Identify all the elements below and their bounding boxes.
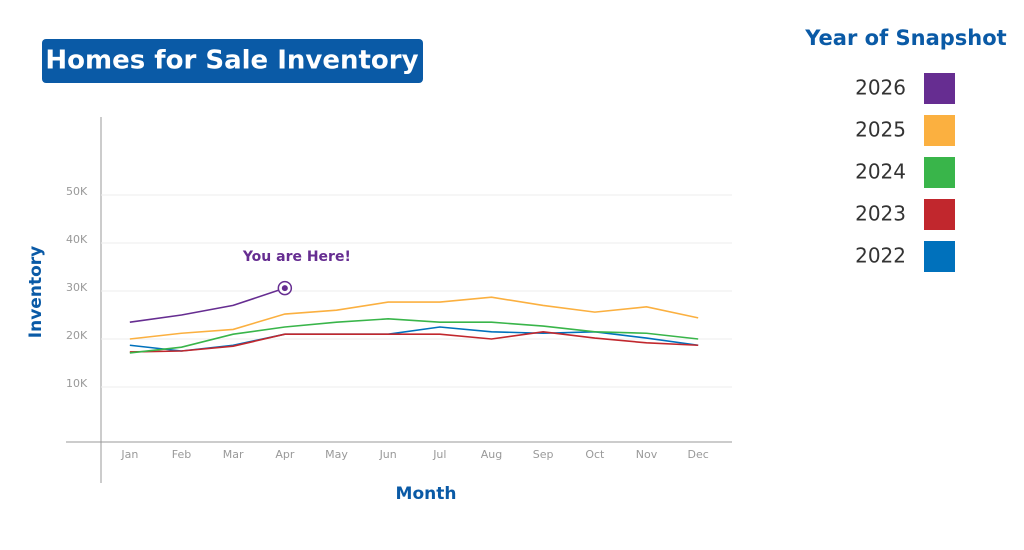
- x-tick-label: Sep: [533, 448, 554, 461]
- chart-title: Homes for Sale Inventory: [45, 46, 418, 76]
- y-tick-label: 30K: [66, 281, 88, 294]
- x-tick-label: Dec: [688, 448, 709, 461]
- title-box: [42, 39, 423, 83]
- legend-label: 2022: [855, 244, 906, 268]
- current-marker: [281, 285, 288, 292]
- y-tick-label: 50K: [66, 185, 88, 198]
- legend-label: 2023: [855, 202, 906, 226]
- legend-swatch: [924, 241, 955, 272]
- legend-label: 2026: [855, 76, 906, 100]
- x-tick-label: Apr: [275, 448, 295, 461]
- legend-swatch: [924, 199, 955, 230]
- y-tick-label: 10K: [66, 377, 88, 390]
- x-tick-label: Feb: [172, 448, 191, 461]
- legend-label: 2025: [855, 118, 906, 142]
- x-tick-label: Nov: [636, 448, 658, 461]
- series-line: [129, 296, 699, 340]
- legend-title: Year of Snapshot: [804, 26, 1006, 50]
- y-axis-label: Inventory: [26, 246, 46, 338]
- x-tick-label: Jan: [120, 448, 138, 461]
- x-axis-label: Month: [396, 484, 457, 504]
- series-line: [129, 330, 699, 353]
- x-tick-label: Jun: [379, 448, 397, 461]
- legend-swatch: [924, 115, 955, 146]
- series-line: [129, 287, 286, 323]
- annotation: You are Here!: [242, 249, 351, 265]
- x-tick-label: Jul: [432, 448, 446, 461]
- x-tick-label: May: [325, 448, 348, 461]
- y-tick-label: 40K: [66, 233, 88, 246]
- x-tick-label: Mar: [223, 448, 244, 461]
- series-line: [129, 318, 699, 354]
- x-tick-label: Oct: [585, 448, 605, 461]
- y-tick-label: 20K: [66, 329, 88, 342]
- legend-label: 2024: [855, 160, 906, 184]
- legend-swatch: [924, 157, 955, 188]
- legend-swatch: [924, 73, 955, 104]
- x-tick-label: Aug: [481, 448, 502, 461]
